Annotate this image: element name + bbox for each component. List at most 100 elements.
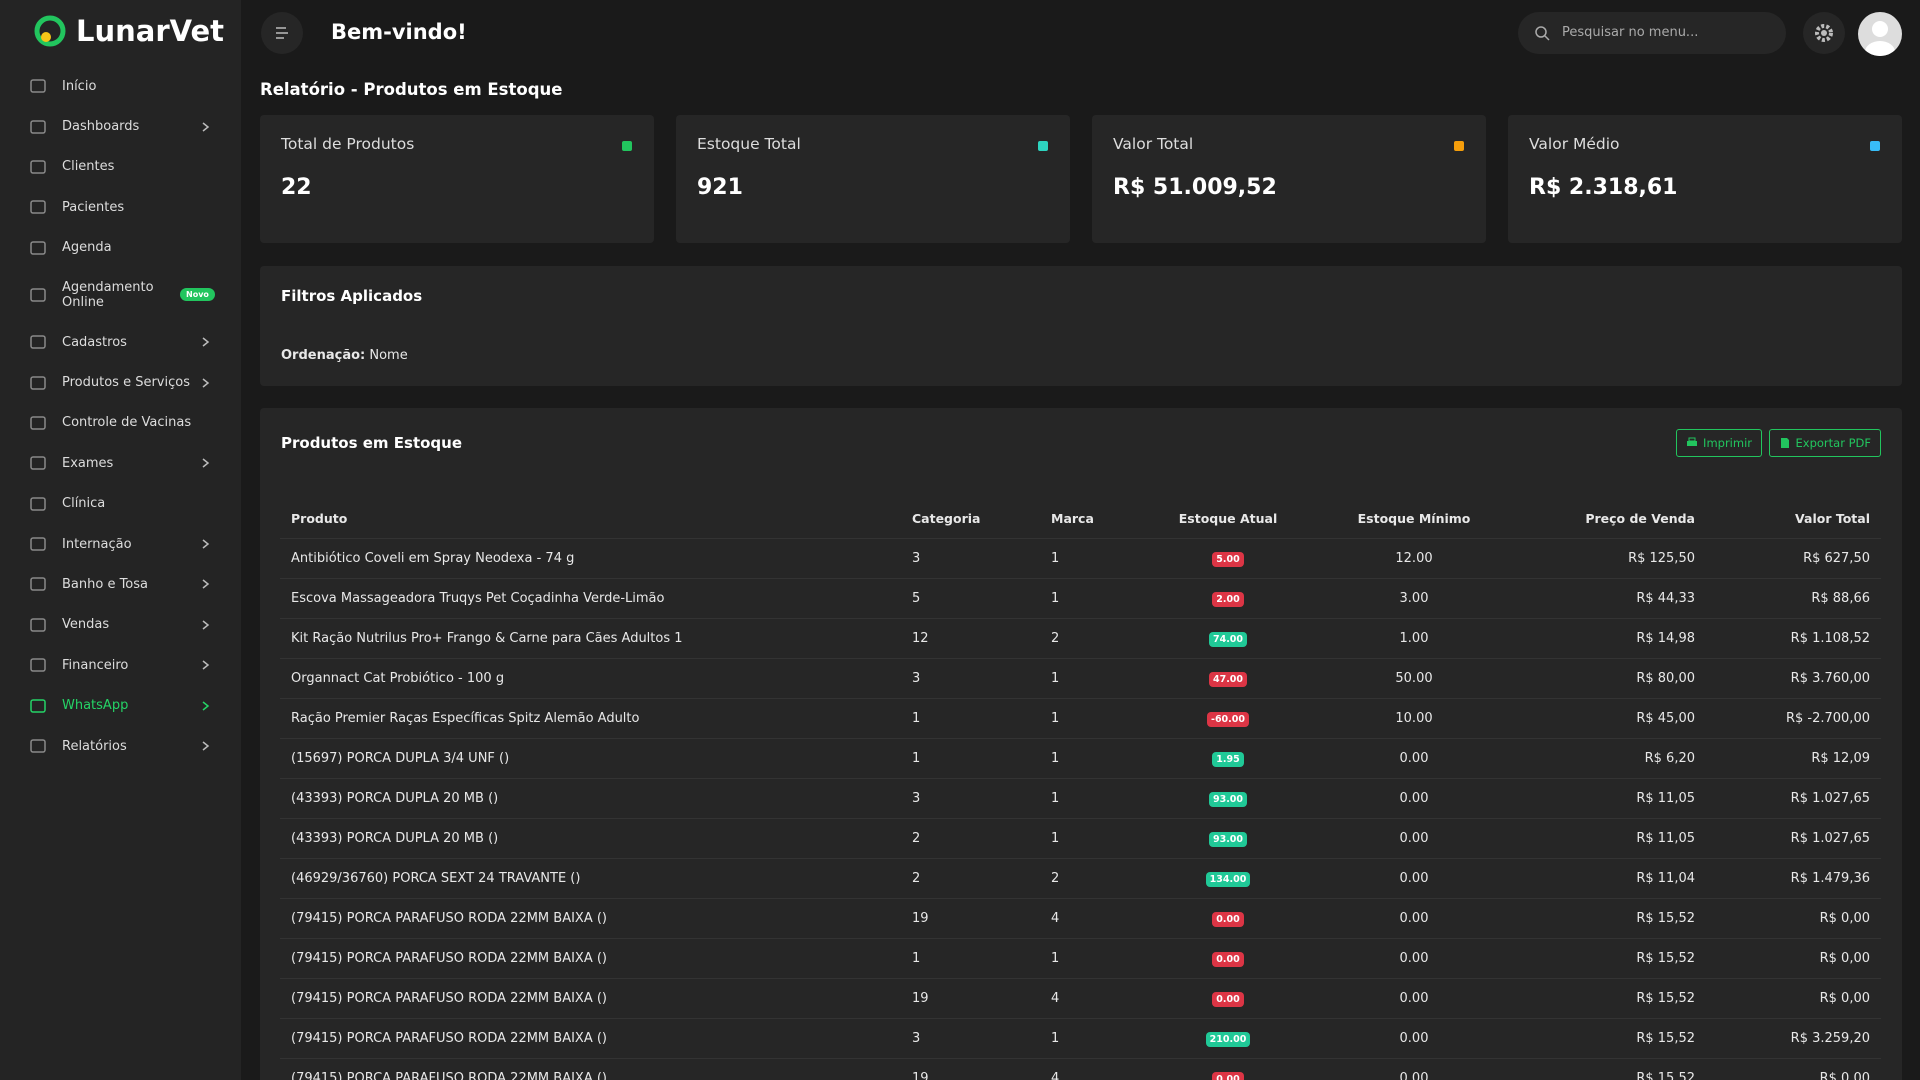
column-header: Categoria: [912, 510, 981, 526]
chevron: [202, 337, 210, 347]
column-header: Produto: [291, 510, 348, 526]
search-input[interactable]: Pesquisar no menu...: [1518, 12, 1786, 54]
menu-item[interactable]: Banho e Tosa: [0, 564, 241, 604]
summary-card: Estoque Total 921: [676, 115, 1070, 243]
card-icon: [622, 141, 632, 151]
cell: (79415) PORCA PARAFUSO RODA 22MM BAIXA (…: [291, 1071, 607, 1080]
menu-item[interactable]: Agenda: [0, 228, 241, 268]
table-row: (15697) PORCA DUPLA 3/4 UNF () 1 1 1.95 0.00…: [280, 738, 1881, 778]
menu-item[interactable]: Relatórios: [0, 726, 241, 766]
cell: R$ 6,20: [1644, 751, 1695, 766]
cell: 3.00: [1399, 591, 1429, 606]
card-value: 921: [697, 175, 743, 200]
stock-badge: 93.00: [1208, 791, 1248, 807]
cell: 93.00: [1140, 791, 1316, 807]
cell: 4: [1051, 1071, 1060, 1080]
menu-item[interactable]: Clientes: [0, 147, 241, 187]
menu-item[interactable]: Internação: [0, 524, 241, 564]
cell: R$ 0,00: [1819, 951, 1870, 966]
menu-label: Controle de Vacinas: [62, 415, 192, 431]
cell: R$ 14,98: [1636, 631, 1695, 646]
card-value: 22: [281, 175, 312, 200]
stock-badge: 2.00: [1212, 591, 1244, 607]
theme-button[interactable]: [1803, 12, 1845, 54]
menu-label: Pacientes: [62, 199, 125, 215]
cell: 19: [912, 911, 929, 926]
cell: 50.00: [1395, 671, 1433, 686]
menu-label: Internação: [62, 536, 132, 552]
menu-item[interactable]: Produtos e Serviços: [0, 362, 241, 402]
menu-label: Banho e Tosa: [62, 576, 149, 592]
menu-icon: [30, 375, 46, 390]
table-row: (79415) PORCA PARAFUSO RODA 22MM BAIXA (…: [280, 938, 1881, 978]
cell: 1: [1051, 551, 1060, 566]
card-value: R$ 51.009,52: [1113, 175, 1277, 200]
menu-label: Produtos e Serviços: [62, 375, 190, 391]
cell: 1: [1051, 1031, 1060, 1046]
pdf-button[interactable]: Exportar PDF: [1768, 429, 1881, 457]
menu-icon: [30, 79, 46, 93]
cell: (43393) PORCA DUPLA 20 MB (): [291, 791, 499, 806]
menu-item[interactable]: Pacientes: [0, 187, 241, 227]
cell: 0.00: [1399, 831, 1429, 846]
cell: 47.00: [1140, 671, 1316, 687]
menu-item[interactable]: Financeiro: [0, 645, 241, 685]
card-label: Valor Total: [1113, 135, 1194, 153]
menu-toggle[interactable]: [261, 12, 303, 54]
cell: 0.00: [1399, 751, 1429, 766]
table-row: (43393) PORCA DUPLA 20 MB () 3 1 93.00 0.00 R…: [280, 778, 1881, 818]
menu-item[interactable]: Exames: [0, 443, 241, 483]
cell: R$ 627,50: [1803, 551, 1870, 566]
avatar-icon: [1865, 21, 1895, 56]
cell: R$ 1.479,36: [1790, 871, 1870, 886]
cell: 0.00: [1140, 911, 1316, 927]
menu-item[interactable]: Controle de Vacinas: [0, 403, 241, 443]
table-row: Antibiótico Coveli em Spray Neodexa - 74…: [280, 538, 1881, 578]
menu-item[interactable]: Agendamento Online Novo: [0, 268, 241, 322]
card-icon: [1870, 141, 1880, 151]
summary-card: Valor Médio R$ 2.318,61: [1508, 115, 1902, 243]
menu-item[interactable]: Início: [0, 66, 241, 106]
table-row: Escova Massageadora Truqys Pet Coçadinha…: [280, 578, 1881, 618]
menu-item[interactable]: WhatsApp: [0, 685, 241, 725]
cell: R$ 11,05: [1636, 831, 1695, 846]
table-row: (79415) PORCA PARAFUSO RODA 22MM BAIXA (…: [280, 898, 1881, 938]
print-button[interactable]: Imprimir: [1676, 429, 1762, 457]
cell: R$ 15,52: [1636, 1031, 1695, 1046]
cell: 3: [912, 671, 921, 686]
cell: R$ 125,50: [1628, 551, 1695, 566]
stock-badge: 0.00: [1212, 951, 1244, 967]
brand[interactable]: LunarVet: [34, 14, 224, 48]
gear-icon: [1815, 24, 1833, 42]
menu-label: Dashboards: [62, 119, 140, 135]
menu-icon: [30, 288, 46, 302]
column-header: Marca: [1051, 510, 1094, 526]
avatar[interactable]: [1858, 12, 1902, 56]
menu-label: WhatsApp: [62, 698, 129, 714]
cell: 1: [1051, 791, 1060, 806]
menu-item[interactable]: Dashboards: [0, 106, 241, 146]
filter-value: Nome: [369, 348, 408, 363]
menu-icon: [30, 200, 46, 215]
menu-icon: [30, 739, 46, 753]
menu-item[interactable]: Vendas: [0, 605, 241, 645]
stock-badge: 0.00: [1212, 991, 1244, 1007]
cell: R$ 15,52: [1636, 991, 1695, 1006]
filters-panel: Filtros Aplicados Ordenação: Nome: [260, 266, 1902, 386]
menu-icon: [30, 241, 46, 255]
menu-item[interactable]: Clínica: [0, 484, 241, 524]
table-body: Antibiótico Coveli em Spray Neodexa - 74…: [280, 538, 1881, 1080]
chevron: [202, 458, 210, 468]
cell: (15697) PORCA DUPLA 3/4 UNF (): [291, 751, 510, 766]
menu-label: Agendamento Online: [62, 279, 154, 310]
menu-label: Cadastros: [62, 334, 127, 350]
cell: 1: [1051, 951, 1060, 966]
menu-item[interactable]: Cadastros: [0, 322, 241, 362]
cell: 0.00: [1399, 951, 1429, 966]
table-row: (79415) PORCA PARAFUSO RODA 22MM BAIXA (…: [280, 978, 1881, 1018]
column-header: Estoque Mínimo: [1357, 510, 1471, 526]
menu-icon: [30, 456, 46, 471]
table-title: Produtos em Estoque: [281, 434, 463, 452]
